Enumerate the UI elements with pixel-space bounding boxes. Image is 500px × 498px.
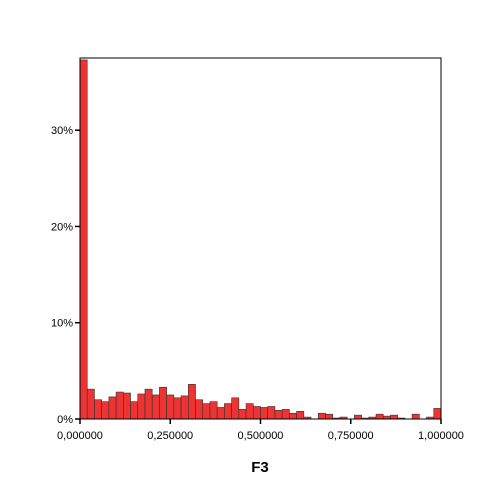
x-tick-label: 0,250000 (147, 430, 193, 442)
histogram-bar (123, 392, 131, 420)
histogram-bar (166, 394, 175, 420)
histogram-bar (411, 413, 420, 420)
histogram-bar (224, 403, 232, 420)
histogram-bar (151, 394, 160, 420)
histogram-bar (108, 396, 117, 420)
histogram-bar (137, 393, 146, 420)
histogram-bar (202, 403, 211, 420)
histogram-bar (260, 407, 269, 420)
y-tick-label: 10% (51, 318, 73, 330)
histogram-bar (173, 397, 182, 420)
histogram-bar (94, 399, 102, 420)
histogram-bar (274, 410, 283, 420)
histogram-bar (231, 397, 240, 420)
histogram-bar (245, 403, 254, 420)
x-tick-label: 0,500000 (238, 430, 284, 442)
histogram-bar (216, 407, 225, 420)
y-tick-label: 30% (51, 125, 73, 137)
histogram-bar (238, 409, 247, 420)
y-axis: 0% 10% 20% 30% (51, 125, 80, 426)
histogram-bar (325, 413, 334, 420)
histogram-bar (354, 414, 362, 420)
histogram-bar (130, 401, 139, 420)
histogram-bar (144, 388, 153, 420)
histogram-bar (296, 410, 305, 420)
histogram-bar (317, 412, 326, 420)
x-axis: 0,000000 0,250000 0,500000 0,750000 1,000000 (57, 419, 464, 442)
histogram-bar (267, 406, 276, 420)
x-tick-label: 0,750000 (328, 430, 374, 442)
plot-area (80, 58, 441, 419)
x-axis-title: F3 (251, 459, 269, 476)
histogram-bar (101, 401, 110, 420)
histogram-bar (281, 409, 290, 420)
histogram-bar (86, 388, 95, 420)
y-tick-label: 0% (57, 414, 73, 426)
bars-group (79, 59, 442, 420)
histogram-bar (289, 412, 297, 420)
histogram-bar (252, 406, 261, 420)
x-tick-label: 1,000000 (418, 430, 464, 442)
x-tick-label: 0,000000 (57, 430, 103, 442)
histogram-bar (375, 413, 384, 420)
y-tick-label: 20% (51, 221, 73, 233)
histogram-bar (188, 384, 196, 420)
histogram-bar (79, 59, 88, 420)
histogram-bar (159, 386, 167, 420)
histogram-bar (390, 414, 398, 420)
histogram-bar (195, 399, 204, 420)
histogram-bar (433, 408, 442, 420)
histogram-bar (209, 401, 218, 420)
histogram-bar (115, 391, 124, 420)
histogram-bar (180, 395, 189, 420)
